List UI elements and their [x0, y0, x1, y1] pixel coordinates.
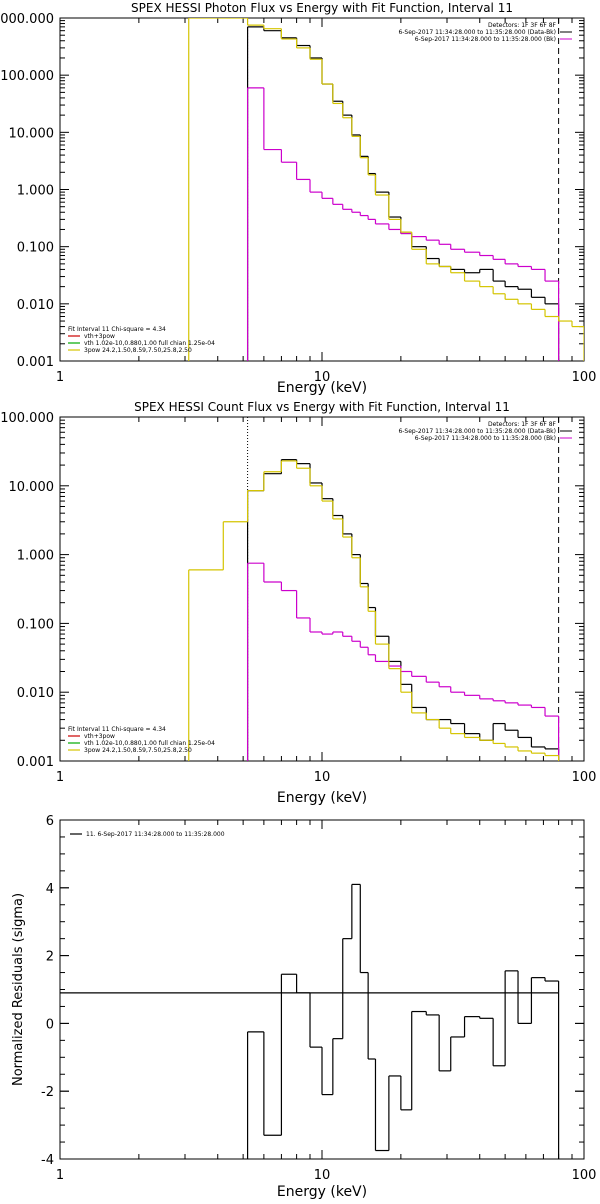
chart-title: SPEX HESSI Photon Flux vs Energy with Fi…: [131, 1, 513, 15]
y-axis-label: Normalized Residuals (sigma): [11, 893, 26, 1086]
legend-top-text: Detectors: 1F 3F 6F 8F: [488, 421, 557, 428]
y-tick-label: 0.010: [17, 686, 54, 701]
x-axis-label: Energy (keV): [277, 790, 367, 806]
y-tick-label: 10.000: [9, 480, 55, 495]
legend-text: 11. 6-Sep-2017 11:34:28.000 to 11:35:28.…: [86, 831, 225, 838]
legend-bottom-text: Fit Interval 11 Chi-square = 4.34: [68, 726, 166, 733]
legend-top-text: 6-Sep-2017 11:34:28.000 to 11:35:28.000 …: [415, 435, 556, 442]
y-tick-label: 0.010: [17, 298, 54, 313]
y-tick-label: 10.000: [9, 126, 55, 141]
legend-bottom-text: vth 1.02e-10,0.880,1.00 full chian 1.25e…: [84, 340, 215, 347]
x-axis-label: Energy (keV): [277, 1184, 367, 1200]
x-tick-label: 1: [56, 370, 64, 385]
y-tick-label: 4: [46, 882, 54, 897]
data-area: [188, 18, 584, 361]
series-1: [60, 883, 560, 1159]
y-tick-label: -2: [41, 1085, 54, 1100]
legend-top-text: 6-Sep-2017 11:34:28.000 to 11:35:28.000 …: [398, 428, 556, 435]
legend-bottom-text: vth 1.02e-10,0.880,1.00 full chian 1.25e…: [84, 740, 215, 747]
series-3: [188, 460, 560, 761]
series-3: [188, 18, 584, 361]
y-tick-label: 1.000: [17, 184, 54, 199]
x-tick-label: 100: [572, 1168, 597, 1183]
legend-bottom-text: Fit Interval 11 Chi-square = 4.34: [68, 326, 166, 333]
y-tick-label: 1.000: [17, 549, 54, 564]
x-tick-label: 100: [572, 370, 597, 385]
y-tick-label: 6: [46, 814, 54, 829]
x-tick-label: 100: [572, 770, 597, 785]
y-tick-label: -4: [41, 1153, 54, 1168]
x-tick-label: 1: [56, 770, 64, 785]
plot-frame: [59, 416, 585, 762]
chart-panel-1: SPEX HESSI Photon Flux vs Energy with Fi…: [0, 1, 596, 396]
y-tick-label: 100.000: [0, 411, 54, 426]
y-tick-label: 0.100: [17, 617, 54, 632]
data-area: [188, 417, 560, 761]
legend-top-text: 6-Sep-2017 11:34:28.000 to 11:35:28.000 …: [398, 29, 556, 36]
chart-panel-3: 1 10 100 -4 -2 0 2 4 6 Energy (keV) Normalized Res…: [11, 814, 597, 1200]
y-tick-label: 0.001: [17, 755, 54, 770]
x-axis-label: Energy (keV): [277, 380, 367, 396]
legend-bottom-text: vth+3pow: [84, 333, 115, 340]
legend-top-text: Detectors: 1F 3F 6F 8F: [488, 22, 557, 29]
y-tick-label: 2: [46, 950, 54, 965]
legend-bottom-text: vth+3pow: [84, 733, 115, 740]
chart-title: SPEX HESSI Count Flux vs Energy with Fit…: [134, 400, 510, 414]
legend-top-text: 6-Sep-2017 11:34:28.000 to 11:35:28.000 …: [415, 36, 556, 43]
series-2: [246, 87, 560, 361]
y-tick-label: 0.001: [17, 355, 54, 370]
y-tick-label: 100.000: [0, 69, 54, 84]
y-tick-label: 0: [46, 1017, 54, 1032]
x-tick-label: 10: [314, 1168, 331, 1183]
series-1: [246, 459, 560, 761]
x-tick-label: 10: [314, 770, 331, 785]
chart-panel-2: SPEX HESSI Count Flux vs Energy with Fit…: [0, 400, 596, 806]
legend-bottom-text: 3pow 24.2,1.50,8.59,7.50,25.8,2.50: [84, 747, 192, 754]
data-area: [60, 883, 560, 1159]
series-1: [246, 26, 560, 361]
x-tick-label: 10: [314, 370, 331, 385]
series-2: [246, 562, 560, 761]
legend-bottom-text: 3pow 24.2,1.50,8.59,7.50,25.8,2.50: [84, 347, 192, 354]
x-tick-label: 1: [56, 1168, 64, 1183]
y-tick-label: 0.100: [17, 241, 54, 256]
